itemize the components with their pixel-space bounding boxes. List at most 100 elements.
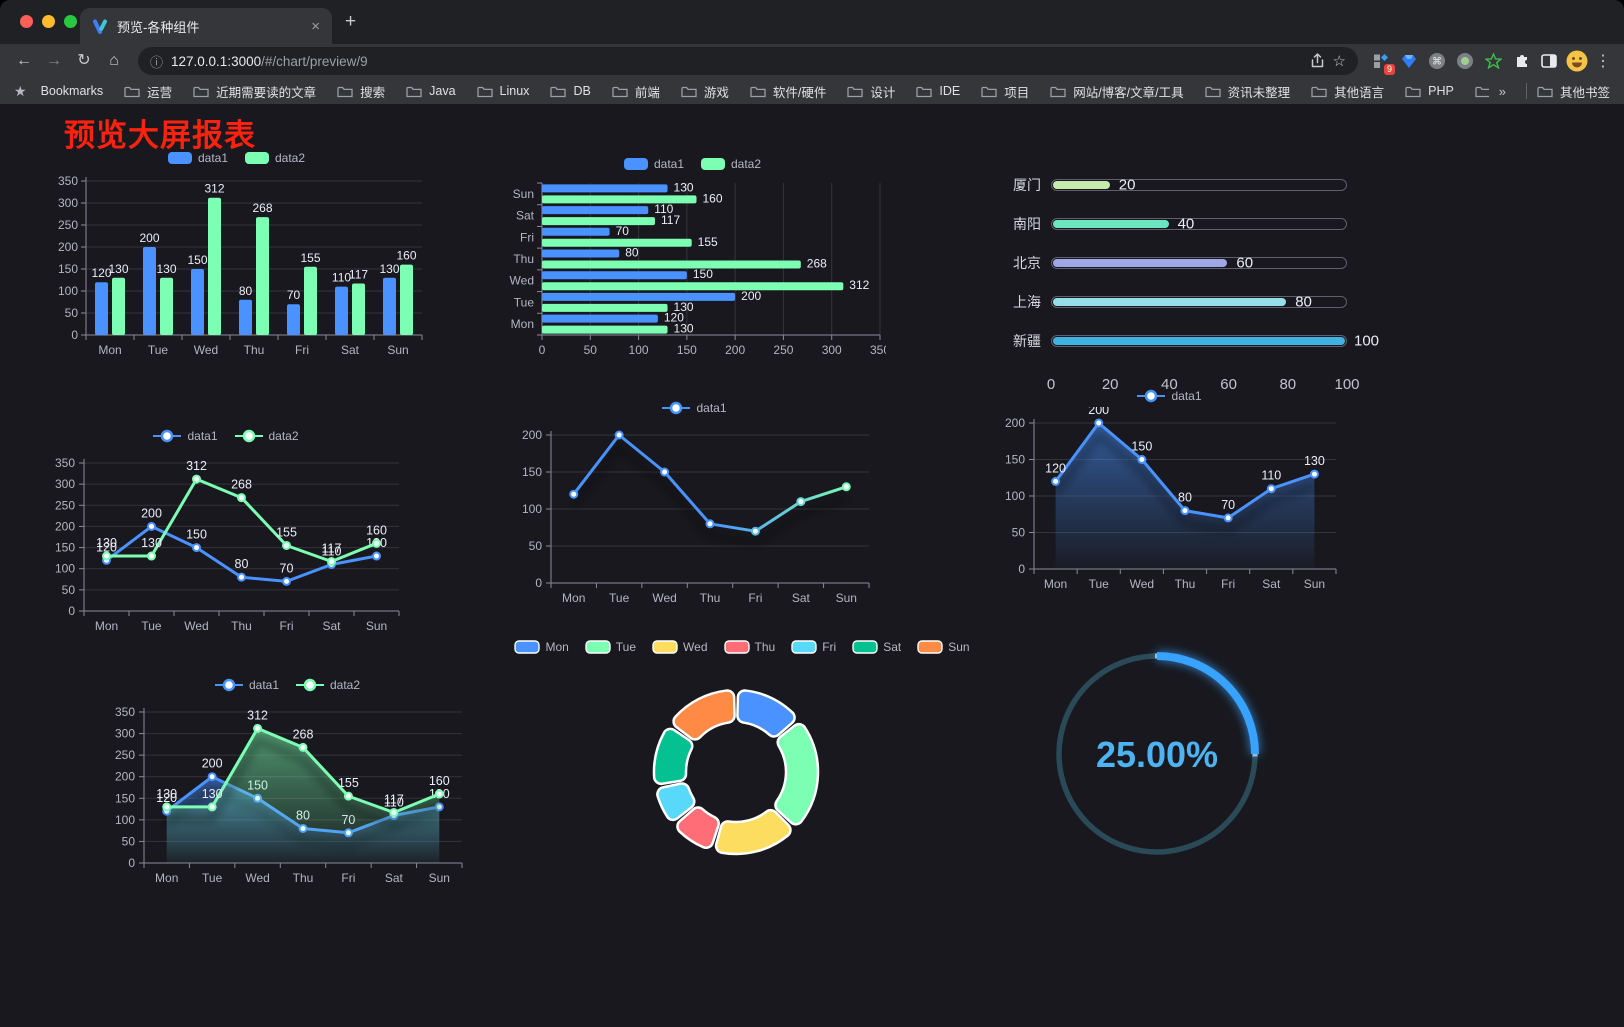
svg-text:130: 130: [108, 262, 128, 276]
reload-icon[interactable]: ↻: [77, 52, 91, 69]
browser-menu-icon[interactable]: ⋮: [1595, 53, 1611, 70]
bookmarks-overflow-chevron[interactable]: »: [1498, 83, 1506, 99]
address-bar[interactable]: ⓘ 127.0.0.1:3000/#/chart/preview/9 ☆: [138, 47, 1358, 75]
bookmark-folder[interactable]: 网站/博客/文章/工具: [1050, 82, 1184, 101]
legend-item[interactable]: data2: [234, 429, 299, 443]
capsule-bar-chart[interactable]: 厦门 20 南阳 40 北京 60 上海 80 新疆 100 0 20 40 60 80 100: [985, 155, 1379, 393]
extension-grid-icon[interactable]: 9: [1368, 49, 1395, 75]
bookmark-folder[interactable]: 游戏: [681, 82, 729, 101]
chart-legend[interactable]: data1: [505, 397, 883, 419]
capsule-row[interactable]: 南阳 40: [985, 204, 1347, 243]
minimize-window-button[interactable]: [42, 15, 55, 28]
star-extension-icon[interactable]: [1480, 49, 1506, 73]
sidebar-toggle-icon[interactable]: [1536, 49, 1562, 73]
bookmark-folder[interactable]: DB: [550, 84, 591, 98]
legend-item[interactable]: Fri: [791, 640, 836, 654]
svg-text:100: 100: [629, 343, 649, 357]
record-extension-icon[interactable]: [1452, 49, 1478, 73]
legend-item[interactable]: Sat: [852, 640, 901, 654]
bookmark-folder[interactable]: 前端: [612, 82, 660, 101]
legend-item[interactable]: data2: [700, 157, 761, 171]
legend-item[interactable]: Wed: [652, 640, 708, 654]
legend-item[interactable]: data1: [152, 429, 218, 443]
bookmark-folder[interactable]: 近期需要读的文章: [193, 82, 316, 101]
area-chart-two-series[interactable]: data1 data2 0 50 100 150 200 250 300 350 Mon Tue Wed…: [98, 674, 476, 891]
chart-legend[interactable]: data1 data2: [40, 147, 432, 169]
svg-text:Tue: Tue: [141, 619, 162, 633]
legend-item[interactable]: data2: [244, 151, 305, 165]
svg-text:110: 110: [332, 271, 351, 285]
chart-legend[interactable]: data1: [988, 385, 1350, 407]
svg-text:50: 50: [65, 306, 79, 320]
legend-item[interactable]: data1: [214, 678, 279, 692]
maximize-window-button[interactable]: [64, 15, 77, 28]
legend-item[interactable]: Mon: [514, 640, 569, 654]
bookmark-folder[interactable]: 项目: [981, 82, 1029, 101]
line-chart-gradient[interactable]: data1 0 50 100 150 200 Mon Tue Wed Thu Fri Sat Sun: [505, 397, 883, 611]
line-chart-two-series[interactable]: data1 data2 0 50 100 150 200 250 300 350 Mon Tue Wed…: [38, 425, 413, 639]
svg-text:Mon: Mon: [1044, 577, 1067, 591]
tab-close-icon[interactable]: ×: [311, 17, 320, 35]
new-tab-button[interactable]: +: [345, 11, 357, 32]
bookmark-folder[interactable]: Java: [406, 84, 456, 98]
legend-item[interactable]: Tue: [585, 640, 636, 654]
command-extension-icon[interactable]: ⌘: [1424, 49, 1450, 73]
bookmark-folder[interactable]: 运营: [124, 82, 172, 101]
legend-item[interactable]: Sun: [917, 640, 970, 654]
area-chart-single[interactable]: data1 0 50 100 150 200 Mon Tue Wed Thu Fri Sat Sun 12…: [988, 385, 1350, 597]
legend-item[interactable]: data1: [1136, 389, 1202, 403]
svg-text:200: 200: [139, 231, 159, 245]
legend-item[interactable]: data1: [623, 157, 684, 171]
gem-extension-icon[interactable]: [1396, 49, 1422, 73]
bar-chart-horizontal[interactable]: data1 data2 0 50 100 150 200 250 300 350 Sun 130 160…: [498, 153, 886, 365]
bookmarks-manager[interactable]: ★ Bookmarks: [14, 82, 104, 99]
svg-text:250: 250: [773, 343, 793, 357]
legend-item[interactable]: Thu: [723, 640, 775, 654]
chart-legend[interactable]: data1 data2: [98, 674, 476, 696]
svg-text:70: 70: [1221, 498, 1235, 512]
legend-item[interactable]: data1: [167, 151, 228, 165]
chart-legend[interactable]: data1 data2: [498, 153, 886, 175]
svg-text:Fri: Fri: [280, 619, 294, 633]
legend-item[interactable]: data1: [661, 401, 727, 415]
legend-item[interactable]: data2: [295, 678, 360, 692]
capsule-label: 南阳: [1013, 215, 1041, 232]
close-window-button[interactable]: [20, 15, 33, 28]
bookmark-folder[interactable]: 文件服务器: [1475, 82, 1489, 101]
svg-text:Tue: Tue: [514, 295, 535, 309]
bookmark-folder[interactable]: 其他语言: [1311, 82, 1384, 101]
capsule-row[interactable]: 北京 60: [985, 243, 1347, 282]
svg-text:110: 110: [384, 796, 404, 810]
other-bookmarks-folder[interactable]: 其他书签: [1537, 82, 1610, 101]
bookmark-folder[interactable]: Linux: [476, 84, 529, 98]
gauge-chart[interactable]: 25.00%: [1042, 642, 1272, 872]
bookmark-folder[interactable]: 资讯未整理: [1204, 82, 1290, 101]
back-icon[interactable]: ←: [16, 52, 32, 69]
bookmark-folder[interactable]: 设计: [847, 82, 895, 101]
capsule-row[interactable]: 上海 80: [985, 282, 1347, 321]
browser-tab[interactable]: 预览-各种组件 ×: [80, 8, 332, 44]
svg-text:Wed: Wed: [245, 871, 269, 885]
site-info-icon[interactable]: ⓘ: [150, 54, 164, 70]
bookmarks-bar: ★ Bookmarks 运营 近期需要读的文章 搜索 Java Linux DB 前端 游戏 软…: [0, 78, 1624, 104]
bookmark-folder[interactable]: 软件/硬件: [750, 82, 826, 101]
extensions-puzzle-icon[interactable]: [1508, 49, 1534, 73]
bookmark-star-icon[interactable]: ☆: [1332, 53, 1346, 70]
chart-legend[interactable]: Mon Tue Wed Thu Fri Sat Sun: [514, 636, 970, 658]
bookmark-folder[interactable]: IDE: [916, 84, 960, 98]
svg-text:Fri: Fri: [1221, 577, 1235, 591]
capsule-row[interactable]: 新疆 100: [985, 321, 1379, 360]
bookmark-folder[interactable]: 搜索: [337, 82, 385, 101]
svg-text:130: 130: [156, 262, 176, 276]
profile-avatar[interactable]: [1564, 49, 1590, 73]
tab-strip: 预览-各种组件 × +: [0, 0, 1624, 44]
bar-chart-grouped[interactable]: data1 data2 0 50 100 150 200 250 300 350 Mon Tue Wed…: [40, 147, 432, 365]
donut-chart[interactable]: Mon Tue Wed Thu Fri Sat Sun: [514, 636, 970, 884]
forward-icon[interactable]: →: [46, 52, 62, 69]
svg-text:350: 350: [115, 705, 135, 719]
capsule-row[interactable]: 厦门 20: [985, 165, 1347, 204]
home-icon[interactable]: ⌂: [109, 52, 119, 69]
bookmark-folder[interactable]: PHP: [1405, 84, 1454, 98]
share-icon[interactable]: [1310, 53, 1325, 69]
chart-legend[interactable]: data1 data2: [38, 425, 413, 447]
